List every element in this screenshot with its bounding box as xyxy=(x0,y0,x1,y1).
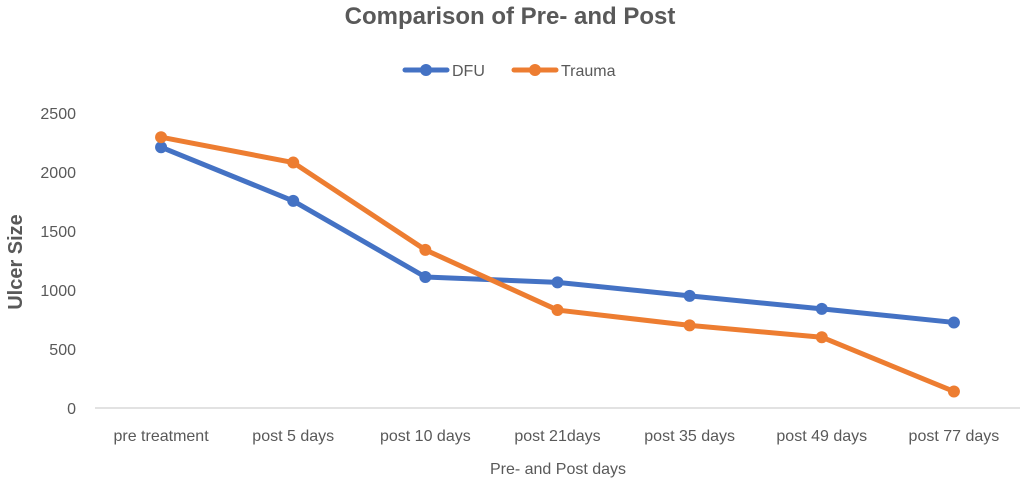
legend-label: Trauma xyxy=(561,63,616,80)
x-tick-label: post 10 days xyxy=(380,428,471,445)
x-tick-label: post 49 days xyxy=(776,428,867,445)
x-tick-label: post 21days xyxy=(514,428,600,445)
x-axis-title: Pre- and Post days xyxy=(490,461,626,478)
series-dfu xyxy=(155,141,960,329)
series-trauma xyxy=(155,131,960,398)
y-tick-label: 1500 xyxy=(40,224,76,241)
data-point xyxy=(551,304,564,317)
legend-item-dfu: DFU xyxy=(402,63,485,80)
x-tick-label: post 5 days xyxy=(252,428,334,445)
x-tick-label: post 77 days xyxy=(909,428,1000,445)
legend-swatch-marker xyxy=(420,64,432,76)
data-point xyxy=(155,131,168,144)
data-point xyxy=(551,276,564,289)
x-tick-label: post 35 days xyxy=(644,428,735,445)
y-tick-label: 2500 xyxy=(40,106,76,123)
x-tick-label: pre treatment xyxy=(113,428,209,445)
x-axis-ticks: pre treatment post 5 days post 10 days post… xyxy=(113,428,999,445)
data-point xyxy=(683,319,696,332)
y-axis-title: Ulcer Size xyxy=(5,214,27,310)
data-point xyxy=(947,316,960,329)
data-point xyxy=(815,302,828,315)
legend-swatch-marker xyxy=(529,64,541,76)
series-line xyxy=(158,144,957,325)
data-point xyxy=(287,194,300,207)
data-point xyxy=(287,156,300,169)
y-tick-label: 0 xyxy=(67,401,76,418)
legend-label: DFU xyxy=(452,63,485,80)
y-axis-ticks: 0 500 1000 1500 2000 2500 xyxy=(40,106,76,418)
data-point xyxy=(815,331,828,344)
chart-title: Comparison of Pre- and Post xyxy=(345,3,676,30)
legend: DFU Trauma xyxy=(402,63,616,80)
y-tick-label: 2000 xyxy=(40,165,76,182)
data-point xyxy=(947,385,960,398)
data-point xyxy=(683,289,696,302)
series-layer xyxy=(155,131,960,398)
legend-item-trauma: Trauma xyxy=(511,63,616,80)
y-tick-label: 500 xyxy=(49,342,76,359)
y-tick-label: 1000 xyxy=(40,283,76,300)
data-point xyxy=(155,141,168,154)
data-point xyxy=(419,271,432,284)
data-point xyxy=(419,243,432,256)
series-line xyxy=(158,134,957,394)
